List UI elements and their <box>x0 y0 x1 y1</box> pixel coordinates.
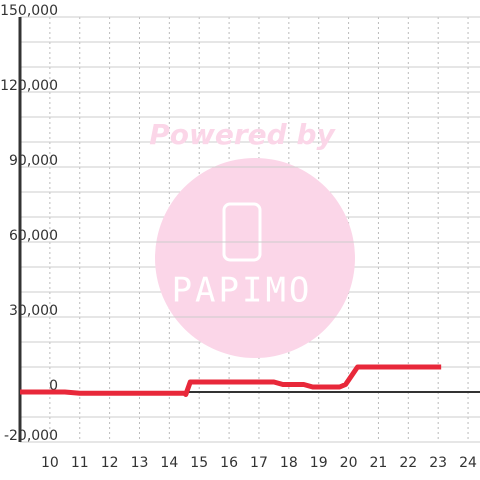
watermark-text: Powered by <box>149 118 336 151</box>
x-tick-label: 17 <box>250 455 268 471</box>
data-line <box>20 364 442 397</box>
x-tick-label: 20 <box>340 455 358 471</box>
x-tick-label: 12 <box>101 455 119 471</box>
y-tick-label: 0 <box>49 378 58 394</box>
watermark-phone <box>222 202 262 262</box>
y-tick-label: 120,000 <box>0 78 58 94</box>
y-tick-label: 60,000 <box>9 228 58 244</box>
watermark-circle <box>155 158 355 358</box>
y-tick-label: 150,000 <box>0 3 58 19</box>
x-tick-label: 13 <box>131 455 149 471</box>
x-tick-label: 24 <box>459 455 477 471</box>
x-tick-label: 10 <box>41 455 59 471</box>
x-tick-label: 22 <box>399 455 417 471</box>
watermark: Powered by PAPIMO <box>149 118 355 358</box>
x-tick-label: 23 <box>429 455 447 471</box>
x-tick-label: 21 <box>370 455 388 471</box>
y-tick-label: -20,000 <box>4 428 58 444</box>
x-tick-label: 18 <box>280 455 298 471</box>
x-tick-label: 14 <box>160 455 178 471</box>
x-tick-label: 11 <box>71 455 89 471</box>
x-tick-label: 16 <box>220 455 238 471</box>
x-tick-label: 19 <box>310 455 328 471</box>
x-tick-label: 15 <box>190 455 208 471</box>
watermark-logo: PAPIMO <box>172 271 313 311</box>
y-tick-label: 90,000 <box>9 153 58 169</box>
y-tick-label: 30,000 <box>9 303 58 319</box>
